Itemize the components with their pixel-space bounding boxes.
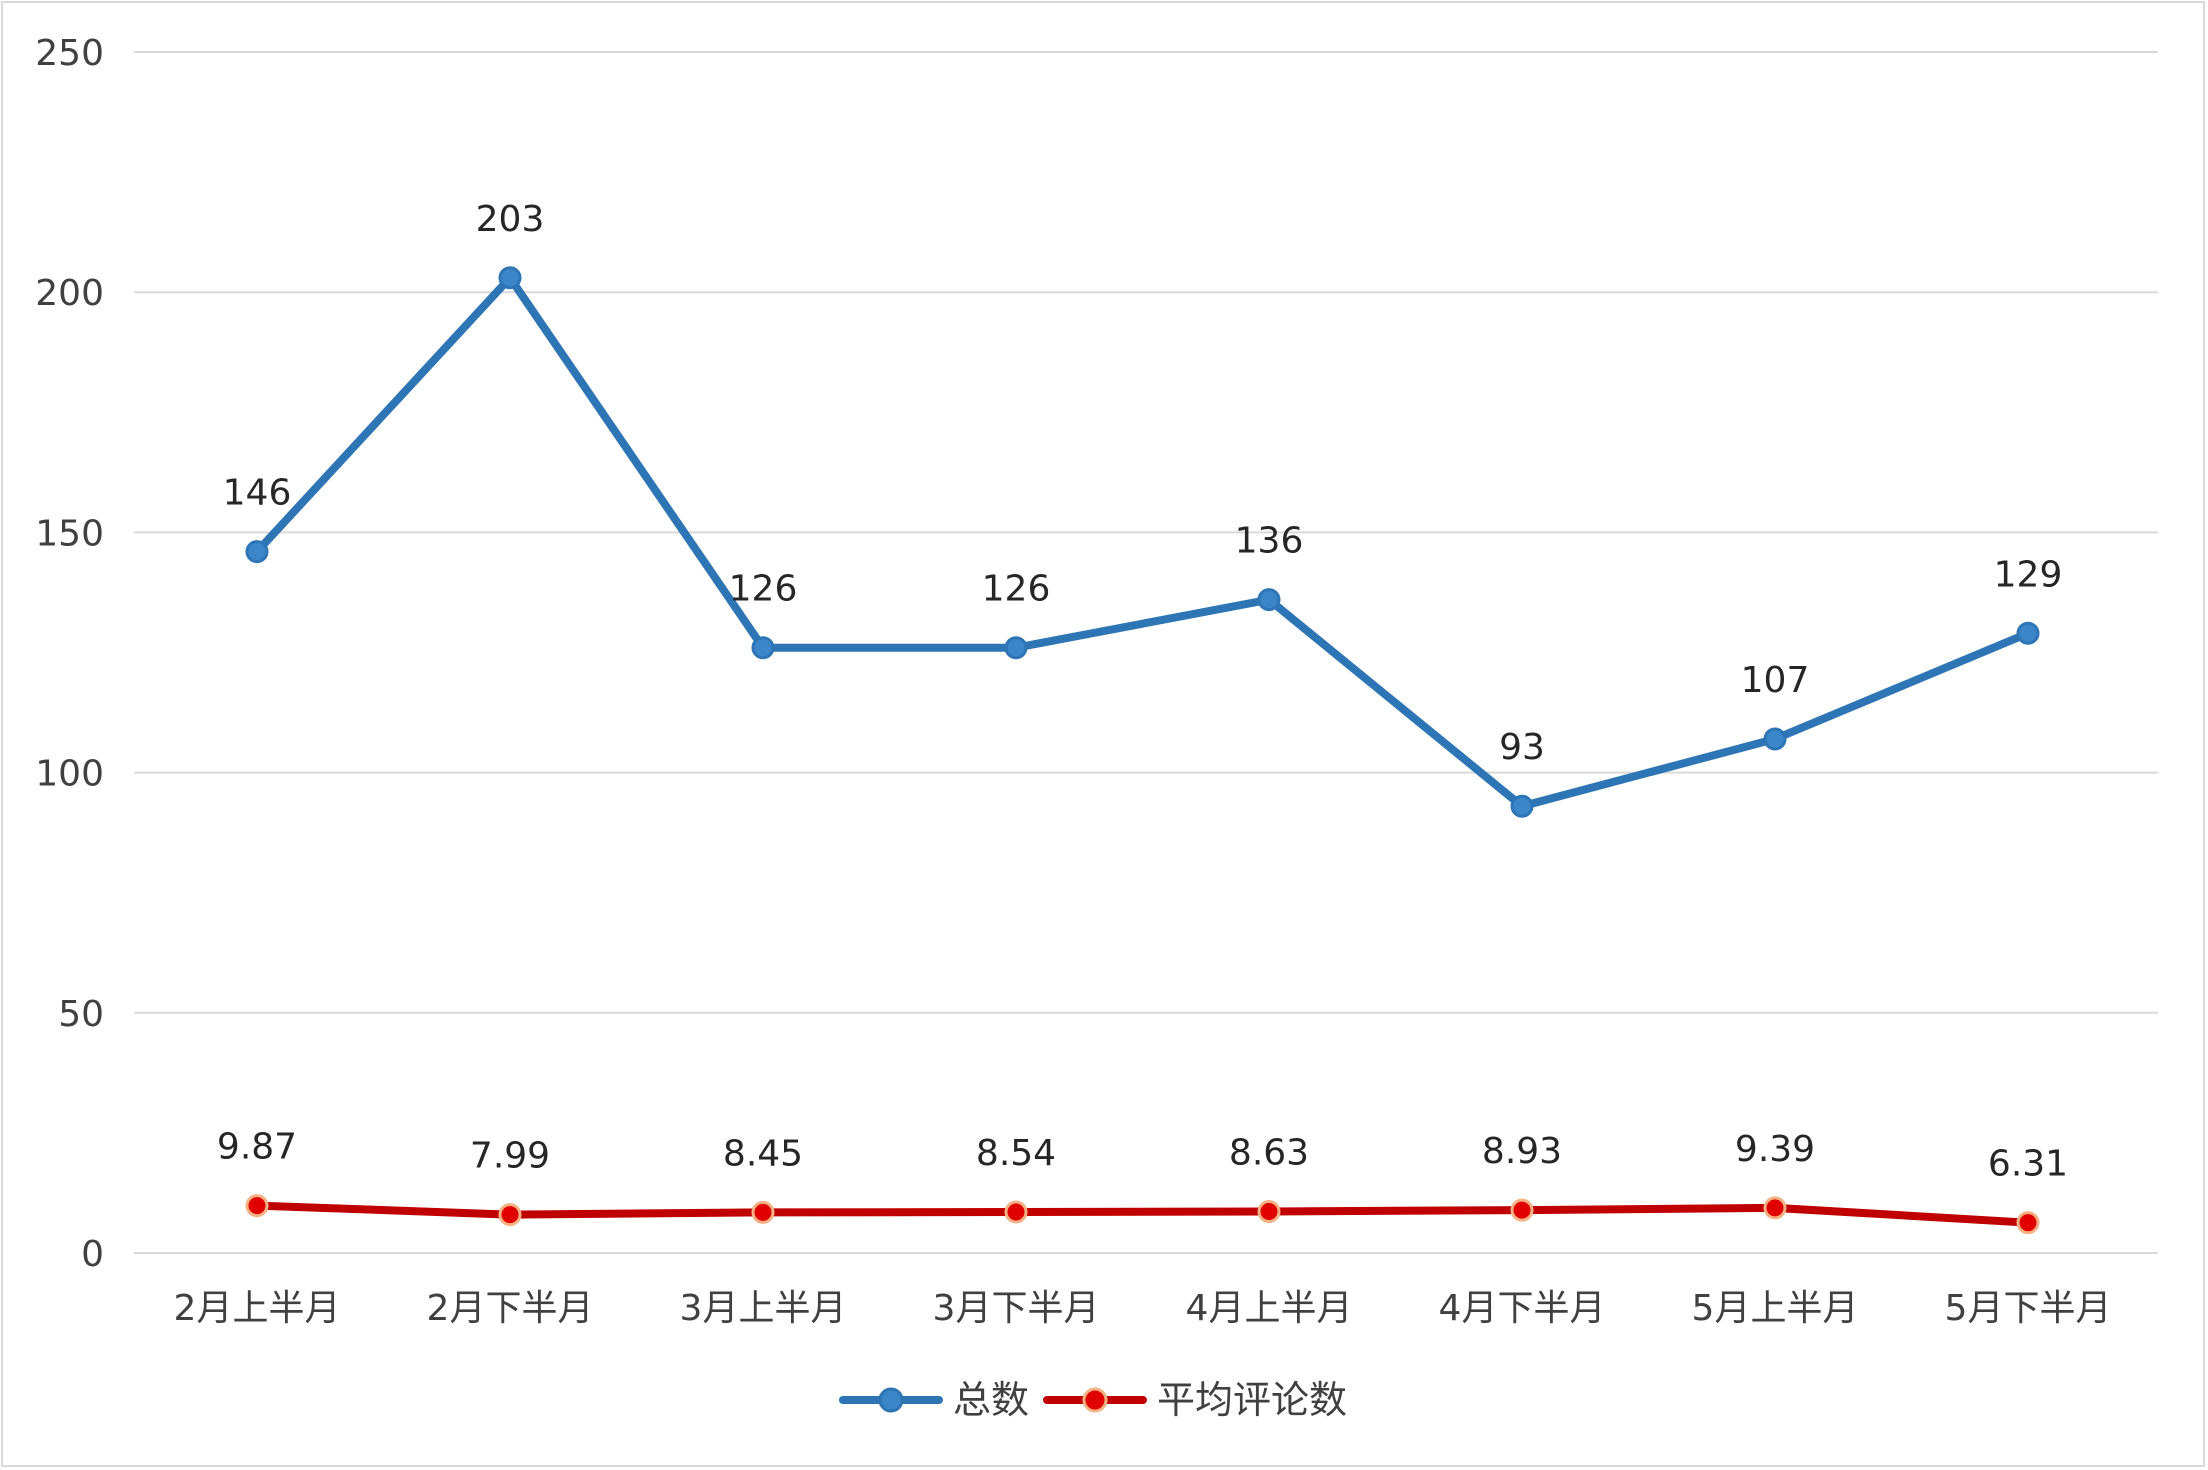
x-tick-label: 2月下半月 xyxy=(427,1288,594,1329)
series-point[interactable] xyxy=(1763,727,1787,751)
x-tick-label: 4月上半月 xyxy=(1186,1288,1353,1329)
legend-label: 平均评论数 xyxy=(1157,1378,1347,1422)
y-tick-label: 100 xyxy=(35,754,104,795)
legend[interactable]: 总数 平均评论数 xyxy=(839,1378,1347,1422)
series-point[interactable] xyxy=(751,636,775,660)
data-label: 8.93 xyxy=(1482,1131,1562,1172)
x-tick-label: 3月上半月 xyxy=(680,1288,847,1329)
series-point[interactable] xyxy=(1763,1196,1787,1220)
x-tick-label: 4月下半月 xyxy=(1439,1288,1606,1329)
series-point[interactable] xyxy=(1257,1200,1281,1224)
series-point[interactable] xyxy=(2016,621,2040,645)
series-line-0 xyxy=(253,273,2032,811)
x-tick-label: 5月上半月 xyxy=(1692,1288,1859,1329)
legend-item-0[interactable]: 总数 xyxy=(839,1378,1029,1422)
series-point[interactable] xyxy=(2016,1211,2040,1235)
data-labels: 146 203 126 126 136 93 107 129 9.87 7.99 8.45 8.54 8… xyxy=(217,199,2068,1185)
data-label: 7.99 xyxy=(470,1136,550,1177)
series-point[interactable] xyxy=(1510,1198,1534,1222)
y-tick-label: 200 xyxy=(35,273,104,314)
data-label: 8.45 xyxy=(723,1133,803,1174)
x-axis-tick-labels: 2月上半月 2月下半月 3月上半月 3月下半月 4月上半月 4月下半月 5月上半月 5月下半月 xyxy=(174,1288,2112,1329)
series-line-1 xyxy=(253,1201,2032,1227)
series-point[interactable] xyxy=(751,1200,775,1224)
data-label: 9.87 xyxy=(217,1127,297,1168)
data-label: 203 xyxy=(476,199,545,240)
gridlines xyxy=(134,51,2158,1254)
x-tick-label: 2月上半月 xyxy=(174,1288,341,1329)
series-point[interactable] xyxy=(1257,588,1281,612)
series-point[interactable] xyxy=(498,266,522,290)
legend-item-1[interactable]: 平均评论数 xyxy=(1043,1378,1347,1422)
data-label: 107 xyxy=(1741,660,1810,701)
series-point[interactable] xyxy=(1004,636,1028,660)
y-tick-label: 50 xyxy=(58,994,104,1035)
data-label: 126 xyxy=(982,569,1051,610)
data-label: 129 xyxy=(1994,554,2063,595)
data-label: 136 xyxy=(1235,521,1304,562)
legend-label: 总数 xyxy=(953,1378,1029,1422)
series-point[interactable] xyxy=(245,540,269,564)
series-point[interactable] xyxy=(1004,1200,1028,1224)
data-label: 8.54 xyxy=(976,1133,1056,1174)
data-label: 126 xyxy=(729,569,798,610)
y-tick-label: 250 xyxy=(35,33,104,74)
data-label: 8.63 xyxy=(1229,1133,1309,1174)
legend-swatch-marker xyxy=(1082,1387,1108,1413)
data-label: 146 xyxy=(223,473,292,514)
series-point[interactable] xyxy=(1510,794,1534,818)
y-tick-label: 150 xyxy=(35,513,104,554)
data-label: 6.31 xyxy=(1988,1144,2068,1185)
y-axis-tick-labels: 0 50 100 150 200 250 xyxy=(35,33,104,1275)
series-point[interactable] xyxy=(245,1194,269,1218)
series-layer xyxy=(245,266,2040,1235)
data-label: 9.39 xyxy=(1735,1129,1815,1170)
series-point[interactable] xyxy=(498,1203,522,1227)
y-tick-label: 0 xyxy=(81,1234,104,1275)
x-tick-label: 5月下半月 xyxy=(1945,1288,2112,1329)
legend-swatch-marker xyxy=(878,1387,904,1413)
data-label: 93 xyxy=(1499,727,1545,768)
x-tick-label: 3月下半月 xyxy=(933,1288,1100,1329)
